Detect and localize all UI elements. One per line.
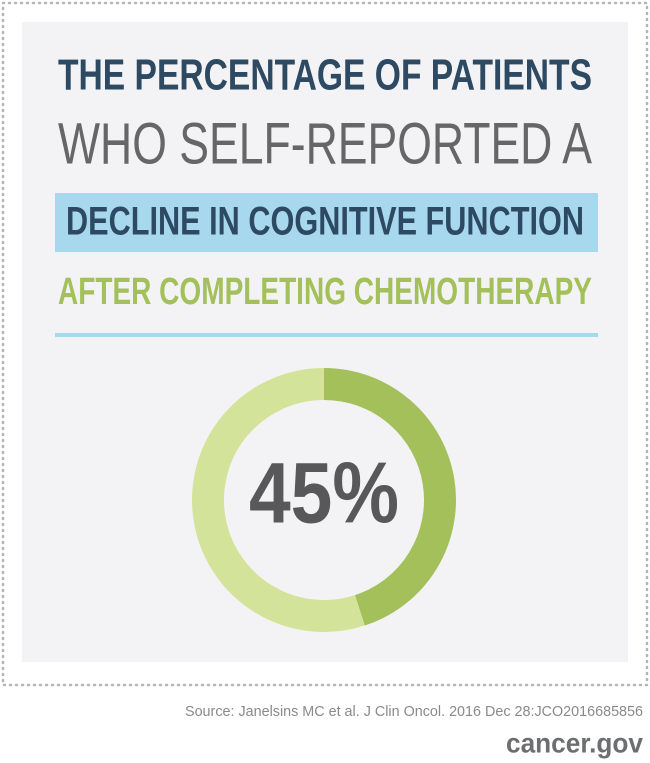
value-label: 45% [249, 446, 399, 542]
highlight-box [55, 193, 598, 252]
donut [192, 368, 456, 632]
headline-1: THE PERCENTAGE OF PATIENTS [58, 51, 592, 100]
headline-3: DECLINE IN COGNITIVE FUNCTION [66, 200, 584, 244]
donut-segment [323, 368, 456, 626]
site: cancer.gov [506, 727, 643, 758]
dotted-border [1, 1, 649, 687]
headline-4: AFTER COMPLETING CHEMOTHERAPY [58, 271, 592, 313]
panel [22, 22, 628, 662]
source: Source: Janelsins MC et al. J Clin Oncol… [185, 703, 643, 720]
headline-2: WHO SELF-REPORTED A [58, 111, 592, 176]
donut-segment [192, 368, 365, 632]
